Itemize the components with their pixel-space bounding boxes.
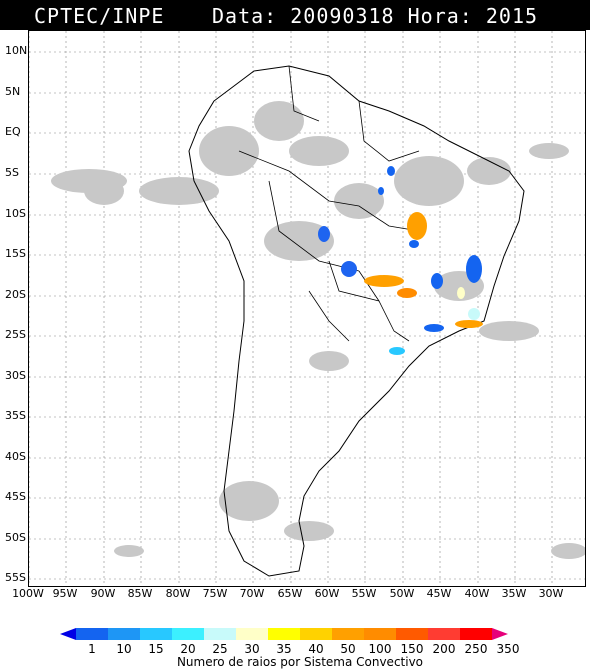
lat-label: 50S: [5, 531, 26, 544]
lat-label: EQ: [5, 125, 21, 138]
legend-swatch: [300, 628, 332, 640]
legend-tick: 30: [244, 642, 260, 656]
lon-label: 80W: [165, 587, 191, 600]
legend-colorbar: [60, 628, 508, 640]
legend-swatch: [204, 628, 236, 640]
lat-label: 20S: [5, 288, 26, 301]
legend-title: Numero de raios por Sistema Convectivo: [176, 655, 424, 669]
source-label: CPTEC/INPE: [34, 4, 165, 28]
lat-label: 45S: [5, 490, 26, 503]
lat-label: 25S: [5, 328, 26, 341]
legend-swatch: [364, 628, 396, 640]
lon-label: 60W: [314, 587, 340, 600]
lon-label: 50W: [389, 587, 415, 600]
lon-label: 75W: [202, 587, 228, 600]
legend-tick: 25: [212, 642, 228, 656]
lat-label: 5S: [5, 166, 19, 179]
lat-label: 40S: [5, 450, 26, 463]
legend-tick: 20: [180, 642, 196, 656]
legend-swatch: [236, 628, 268, 640]
lat-label: 15S: [5, 247, 26, 260]
legend-swatch: [396, 628, 428, 640]
lat-label: 30S: [5, 369, 26, 382]
legend-swatch: [140, 628, 172, 640]
legend-tick: 10: [116, 642, 132, 656]
legend-arrow-right: [492, 628, 508, 640]
legend-swatch: [268, 628, 300, 640]
lon-label: 85W: [127, 587, 153, 600]
legend-tick: 40: [308, 642, 324, 656]
legend-tick: 15: [148, 642, 164, 656]
legend-swatch: [332, 628, 364, 640]
legend-swatch: [76, 628, 108, 640]
legend-tick: 150: [400, 642, 424, 656]
lon-label: 35W: [501, 587, 527, 600]
lat-label: 10S: [5, 207, 26, 220]
cloud-cover: [51, 101, 587, 559]
lat-label: 10N: [5, 44, 28, 57]
legend-swatch: [460, 628, 492, 640]
legend-tick: 50: [340, 642, 356, 656]
lon-label: 45W: [426, 587, 452, 600]
continent-outline: [188, 65, 525, 577]
title-bar: CPTEC/INPE Data: 20090318 Hora: 2015 GMT: [0, 0, 590, 52]
lon-label: 30W: [538, 587, 564, 600]
graticule: [28, 31, 585, 586]
legend-tick: 250: [464, 642, 488, 656]
lat-label: 5N: [5, 85, 21, 98]
legend-swatch: [428, 628, 460, 640]
lon-label: 70W: [239, 587, 265, 600]
country-borders: [238, 65, 420, 342]
legend-tick: 350: [496, 642, 520, 656]
lon-label: 55W: [351, 587, 377, 600]
legend-swatch: [108, 628, 140, 640]
legend-swatch: [172, 628, 204, 640]
lon-label: 90W: [90, 587, 116, 600]
map-frame: [28, 30, 587, 587]
lightning-systems: [318, 166, 483, 355]
legend-tick: 35: [276, 642, 292, 656]
legend-arrow-left: [60, 628, 76, 640]
lat-label: 35S: [5, 409, 26, 422]
lat-label: 55S: [5, 571, 26, 584]
legend-tick: 1: [88, 642, 96, 656]
map-area: 10N 5N EQ 5S 10S 15S 20S 25S 30S 35S 40S…: [0, 30, 590, 630]
lon-label: 100W: [12, 587, 44, 600]
lon-label: 65W: [277, 587, 303, 600]
lon-label: 40W: [464, 587, 490, 600]
legend-tick: 100: [368, 642, 392, 656]
map-svg: [28, 31, 587, 586]
legend-tick: 200: [432, 642, 456, 656]
lon-label: 95W: [52, 587, 78, 600]
